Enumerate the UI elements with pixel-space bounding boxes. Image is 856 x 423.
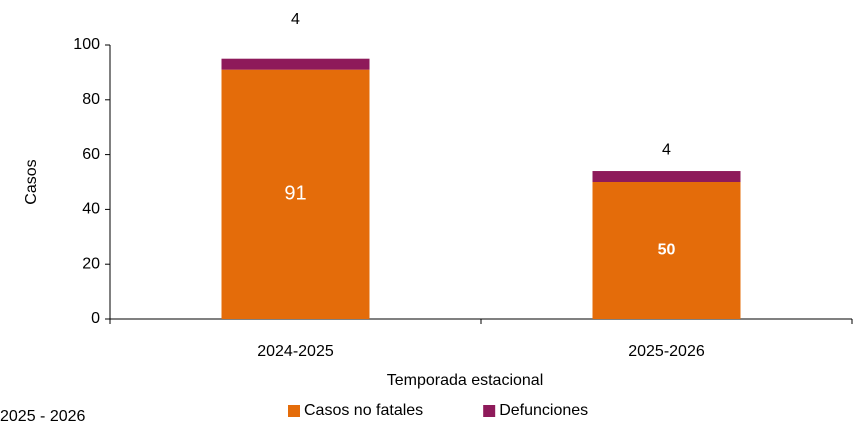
y-axis-label: Casos — [23, 159, 40, 204]
y-tick-label: 100 — [73, 36, 100, 53]
footnote: 2025 - 2026 — [0, 408, 86, 423]
data-label: 4 — [662, 141, 671, 158]
bar-segment — [221, 69, 370, 319]
y-tick-label: 20 — [82, 255, 100, 272]
y-tick-label: 60 — [82, 146, 100, 163]
x-axis-label: Temporada estacional — [387, 372, 544, 389]
bar-segment — [221, 58, 370, 70]
legend-swatch — [288, 405, 300, 417]
x-tick-label: 2025-2026 — [628, 343, 705, 360]
y-tick-label: 0 — [91, 310, 100, 327]
data-label: 4 — [291, 11, 300, 28]
y-tick-label: 80 — [82, 91, 100, 108]
data-label: 50 — [658, 242, 676, 259]
bar-segment — [592, 182, 741, 319]
x-tick-label: 2024-2025 — [257, 343, 334, 360]
data-label: 91 — [284, 183, 306, 205]
bar-segment — [592, 171, 741, 182]
legend-label: Defunciones — [499, 402, 588, 419]
legend-swatch — [483, 405, 496, 417]
y-tick-label: 40 — [82, 201, 100, 218]
legend-label: Casos no fatales — [304, 402, 423, 419]
